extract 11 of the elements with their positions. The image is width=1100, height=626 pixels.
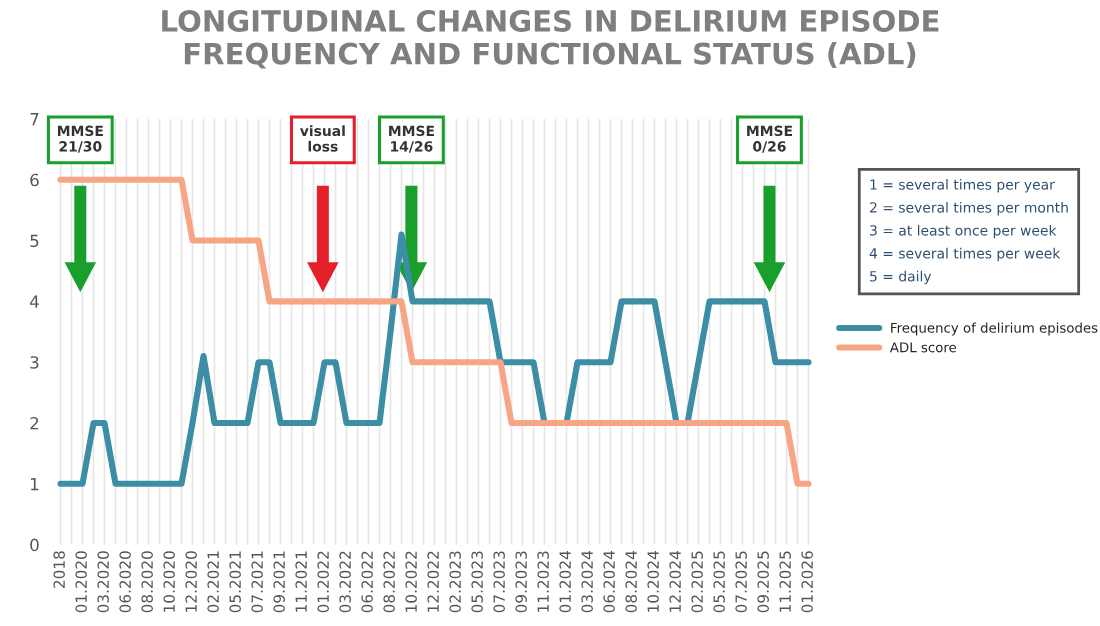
y-tick-label: 2 xyxy=(30,416,39,430)
y-tick-label: 1 xyxy=(31,477,39,491)
y-tick-label: 5 xyxy=(30,234,39,248)
y-tick-label: 7 xyxy=(30,113,39,126)
line-series xyxy=(57,231,812,487)
y-tick-label: 4 xyxy=(29,295,39,308)
y-tick-label: 0 xyxy=(30,538,39,552)
chart-title: LONGITUDINAL CHANGES IN DELIRIUM EPISODE FREQUENCY AND FUNCTIONAL STATUS (ADL) xyxy=(162,9,939,69)
y-tick-label: 3 xyxy=(30,356,39,369)
y-tick-label: 6 xyxy=(30,173,39,187)
line-series xyxy=(57,176,812,487)
